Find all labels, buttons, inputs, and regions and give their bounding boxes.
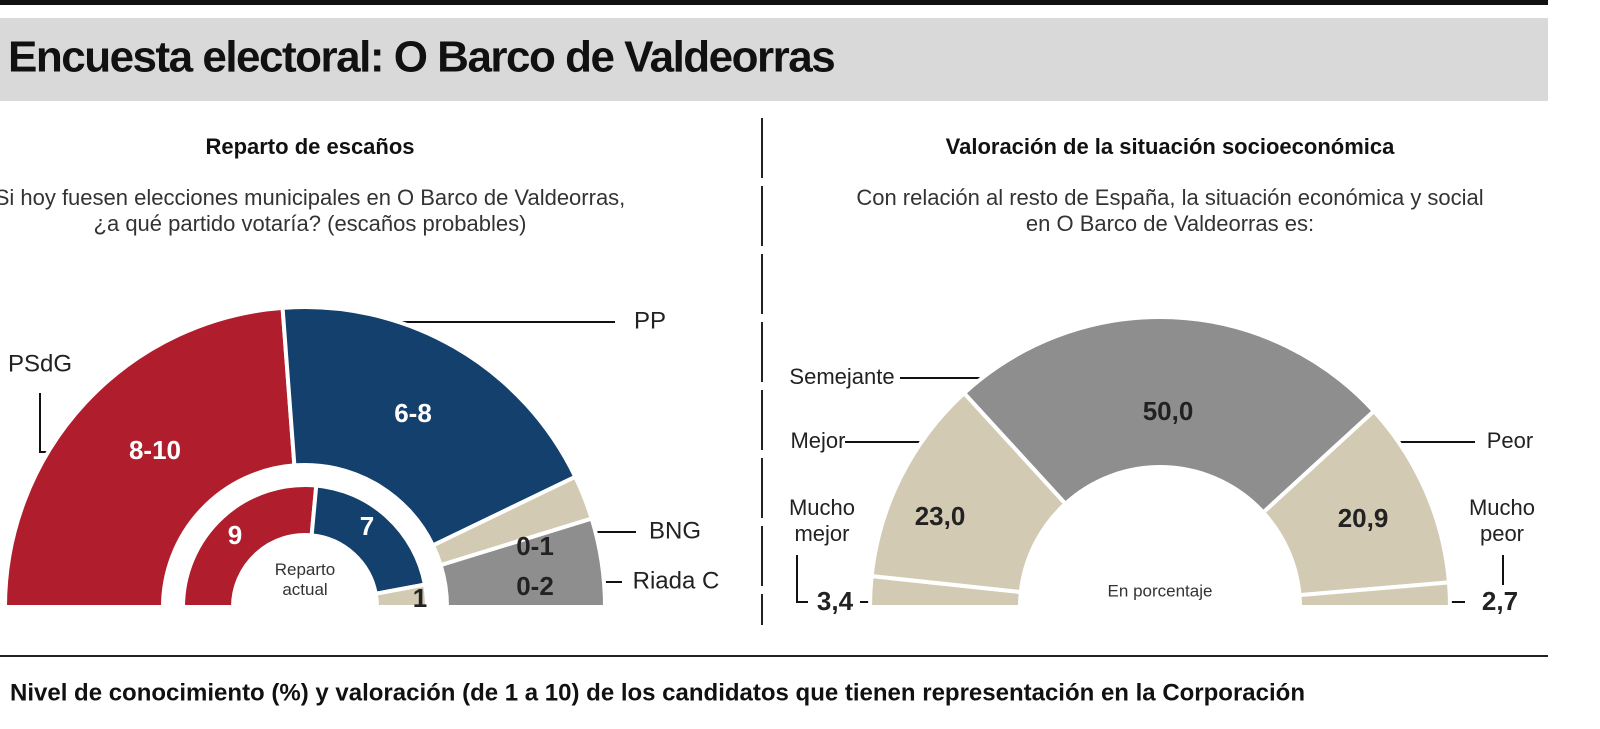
value-label: 3,4 <box>817 586 854 616</box>
value-label: 0-1 <box>516 531 554 561</box>
value-label: 50,0 <box>1143 396 1194 426</box>
slice <box>280 305 578 549</box>
value-label: 20,9 <box>1338 503 1389 533</box>
title-band <box>0 18 1548 101</box>
footer-text: Nivel de conocimiento (%) y valoración (… <box>10 679 1305 706</box>
category-label: Peor <box>1487 428 1533 453</box>
slice <box>180 483 319 609</box>
slice <box>2 305 297 609</box>
slice <box>1297 580 1453 609</box>
chart-subtitle: Si hoy fuesen elecciones municipales en … <box>0 185 626 237</box>
category-label: BNG <box>649 517 701 544</box>
slice <box>438 516 608 609</box>
inner-label: Reparto actual <box>274 560 336 600</box>
category-label: Mucho mejor <box>788 495 856 547</box>
page-title: Encuesta electoral: O Barco de Valdeorra… <box>8 33 834 82</box>
value-label: 8-10 <box>129 435 181 465</box>
slice <box>373 582 430 609</box>
annotation: En porcentaje <box>1108 581 1213 600</box>
category-label: Riada C <box>633 567 720 594</box>
inner-value-label: 9 <box>228 520 242 550</box>
category-label: Mucho peor <box>1468 495 1536 547</box>
chart-title: Reparto de escaños <box>205 134 414 159</box>
value-label: 6-8 <box>394 398 432 428</box>
slice <box>961 315 1377 516</box>
chart-title: Valoración de la situación socioeconómic… <box>946 134 1395 159</box>
category-label: PP <box>634 307 666 334</box>
top-rule <box>0 0 1548 5</box>
chart-subtitle: Con relación al resto de España, la situ… <box>856 185 1484 237</box>
inner-value-label: 1 <box>413 583 427 613</box>
category-label: Semejante <box>789 364 894 389</box>
category-label: Mejor <box>790 428 845 453</box>
value-label: 2,7 <box>1482 586 1518 616</box>
inner-value-label: 7 <box>360 511 374 541</box>
value-label: 0-2 <box>516 571 554 601</box>
category-label: PSdG <box>8 350 72 377</box>
value-label: 23,0 <box>915 501 966 531</box>
